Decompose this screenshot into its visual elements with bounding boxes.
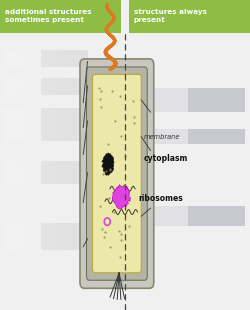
FancyBboxPatch shape bbox=[36, 78, 45, 95]
FancyBboxPatch shape bbox=[36, 223, 45, 250]
FancyBboxPatch shape bbox=[2, 50, 11, 67]
FancyBboxPatch shape bbox=[45, 223, 54, 250]
FancyBboxPatch shape bbox=[2, 78, 87, 95]
FancyBboxPatch shape bbox=[0, 0, 121, 33]
FancyBboxPatch shape bbox=[62, 50, 70, 67]
FancyBboxPatch shape bbox=[36, 50, 45, 67]
FancyBboxPatch shape bbox=[2, 161, 87, 184]
FancyBboxPatch shape bbox=[2, 108, 41, 141]
FancyBboxPatch shape bbox=[2, 108, 87, 141]
FancyBboxPatch shape bbox=[28, 161, 36, 184]
FancyBboxPatch shape bbox=[45, 161, 54, 184]
FancyBboxPatch shape bbox=[2, 50, 87, 67]
FancyBboxPatch shape bbox=[20, 161, 28, 184]
FancyBboxPatch shape bbox=[11, 161, 20, 184]
FancyBboxPatch shape bbox=[54, 223, 62, 250]
FancyBboxPatch shape bbox=[2, 161, 41, 184]
FancyBboxPatch shape bbox=[20, 50, 28, 67]
FancyBboxPatch shape bbox=[45, 108, 54, 141]
FancyBboxPatch shape bbox=[62, 161, 70, 184]
FancyBboxPatch shape bbox=[20, 78, 28, 95]
Text: additional structures
sometimes present: additional structures sometimes present bbox=[5, 9, 92, 23]
FancyBboxPatch shape bbox=[92, 74, 141, 273]
FancyBboxPatch shape bbox=[28, 223, 36, 250]
FancyBboxPatch shape bbox=[62, 223, 70, 250]
FancyBboxPatch shape bbox=[54, 50, 62, 67]
FancyBboxPatch shape bbox=[2, 223, 11, 250]
Text: cytoplasm: cytoplasm bbox=[144, 153, 188, 163]
FancyBboxPatch shape bbox=[28, 108, 36, 141]
FancyBboxPatch shape bbox=[20, 108, 28, 141]
FancyBboxPatch shape bbox=[2, 161, 11, 184]
Text: membrane: membrane bbox=[144, 134, 180, 140]
FancyBboxPatch shape bbox=[28, 78, 36, 95]
FancyBboxPatch shape bbox=[141, 129, 245, 144]
FancyBboxPatch shape bbox=[62, 78, 70, 95]
FancyBboxPatch shape bbox=[28, 50, 36, 67]
Polygon shape bbox=[112, 184, 130, 209]
FancyBboxPatch shape bbox=[2, 108, 11, 141]
FancyBboxPatch shape bbox=[45, 50, 54, 67]
FancyBboxPatch shape bbox=[11, 108, 20, 141]
FancyBboxPatch shape bbox=[11, 223, 20, 250]
Text: ribosomes: ribosomes bbox=[139, 194, 184, 203]
FancyBboxPatch shape bbox=[11, 78, 20, 95]
Text: structures always
present: structures always present bbox=[134, 9, 207, 23]
FancyBboxPatch shape bbox=[141, 206, 245, 226]
FancyBboxPatch shape bbox=[2, 78, 11, 95]
FancyBboxPatch shape bbox=[54, 108, 62, 141]
FancyBboxPatch shape bbox=[2, 223, 41, 250]
FancyBboxPatch shape bbox=[2, 50, 41, 67]
FancyBboxPatch shape bbox=[62, 108, 70, 141]
FancyBboxPatch shape bbox=[141, 129, 188, 144]
FancyBboxPatch shape bbox=[2, 78, 41, 95]
FancyBboxPatch shape bbox=[36, 161, 45, 184]
FancyBboxPatch shape bbox=[45, 78, 54, 95]
FancyBboxPatch shape bbox=[86, 67, 147, 280]
FancyBboxPatch shape bbox=[36, 108, 45, 141]
FancyBboxPatch shape bbox=[11, 50, 20, 67]
FancyBboxPatch shape bbox=[129, 0, 250, 33]
FancyBboxPatch shape bbox=[54, 78, 62, 95]
FancyBboxPatch shape bbox=[141, 88, 245, 112]
FancyBboxPatch shape bbox=[54, 161, 62, 184]
FancyBboxPatch shape bbox=[141, 206, 188, 226]
FancyBboxPatch shape bbox=[20, 223, 28, 250]
FancyBboxPatch shape bbox=[80, 59, 154, 288]
Polygon shape bbox=[102, 153, 114, 175]
FancyBboxPatch shape bbox=[141, 88, 188, 112]
FancyBboxPatch shape bbox=[2, 223, 87, 250]
